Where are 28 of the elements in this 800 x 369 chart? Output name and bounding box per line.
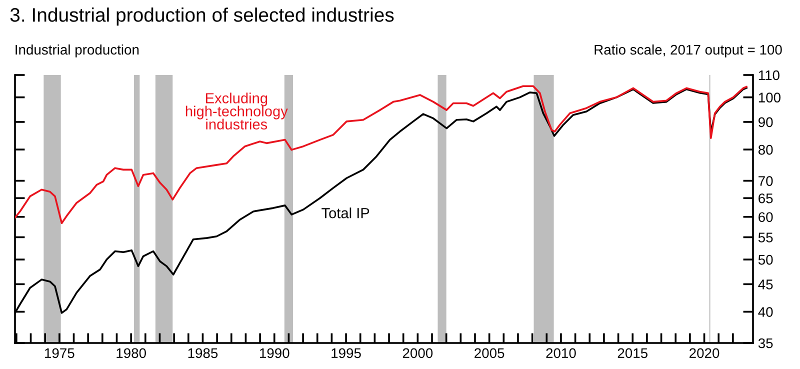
y-axis-title: Industrial production (16, 44, 139, 58)
line-series (15, 85, 748, 224)
y-tick-label: 55 (758, 232, 773, 242)
x-tick-label: 1995 (332, 348, 361, 358)
series-label: Excluding high-technology industries (186, 92, 288, 130)
x-tick-label: 2015 (618, 348, 648, 358)
y-tick-label: 35 (758, 338, 773, 348)
x-tick-label: 2000 (402, 348, 433, 358)
y-tick-label: 50 (758, 254, 773, 265)
y-tick-label: 60 (758, 212, 773, 222)
y-tick-label: 40 (758, 307, 773, 317)
y-tick-label: 110 (758, 70, 780, 80)
x-tick-label: 1980 (116, 348, 146, 358)
y-tick-label: 80 (758, 144, 773, 155)
y-tick-label: 90 (758, 117, 773, 128)
y-tick-label: 65 (758, 193, 773, 204)
text: Ratio scale, 2017 output = 100 (594, 44, 782, 58)
x-tick-label: 2010 (546, 348, 576, 358)
x-tick-label: 2005 (474, 348, 504, 358)
x-tick-label: 1975 (45, 348, 74, 358)
y-tick-label: 100 (758, 92, 780, 102)
x-tick-label: 1985 (188, 348, 218, 358)
x-tick-label: 2020 (690, 348, 720, 358)
series-label: Total IP (322, 208, 370, 218)
y-tick-label: 70 (758, 176, 773, 186)
x-tick-label: 1990 (260, 348, 290, 358)
chart-title: 3. Industrial production of selected industries (10, 8, 394, 26)
y-tick-label: 45 (758, 280, 773, 290)
